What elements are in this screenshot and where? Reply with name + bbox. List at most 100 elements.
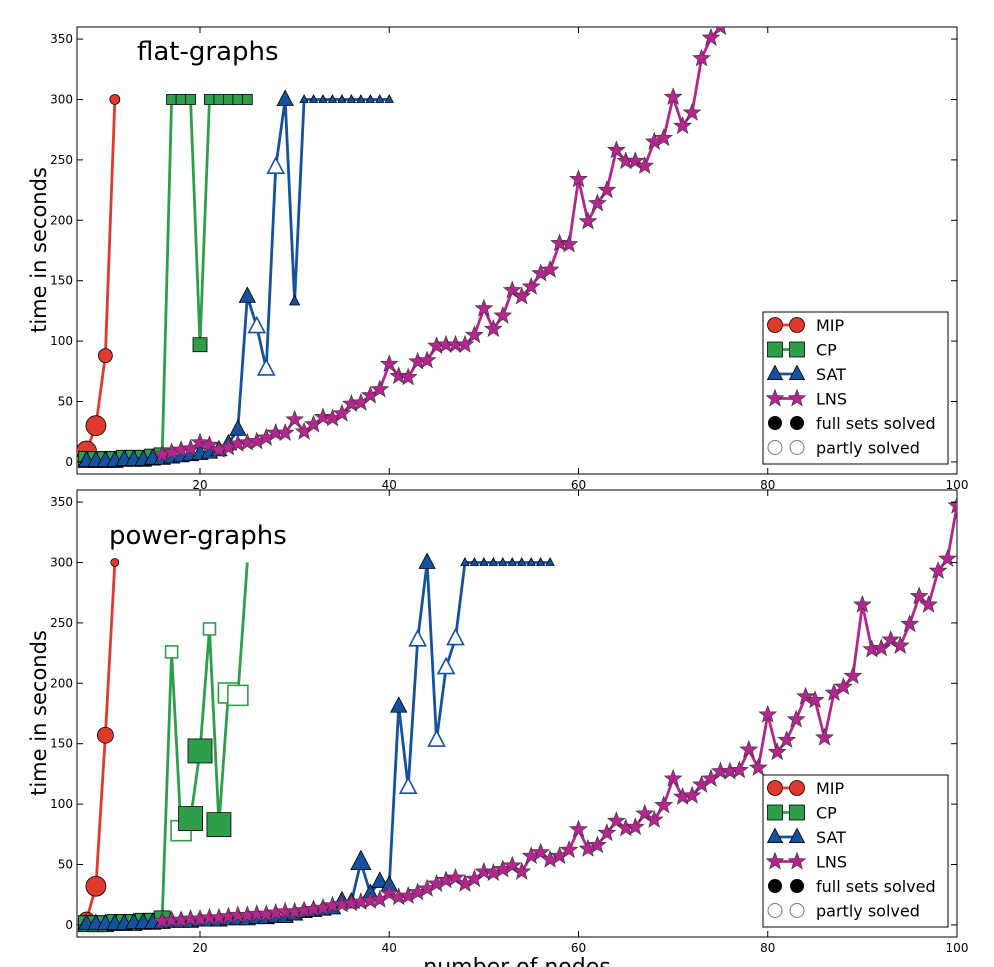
legend-item-cp: CP [767,804,837,823]
data-point-sat [346,94,357,103]
legend-label: full sets solved [816,877,936,896]
data-point-lns [815,727,834,746]
y-tick-label: 100 [50,797,73,811]
data-point-sat [398,776,418,794]
data-point-lns [853,594,872,613]
legend-marker [788,827,806,844]
data-point-lns [919,594,938,613]
x-tick-label: 60 [571,478,586,492]
x-tick-label: 20 [192,941,207,955]
data-point-lns [502,280,522,299]
data-point-lns [654,128,674,147]
legend-item-partial: partly solved [767,902,920,921]
data-point-lns [540,259,560,278]
data-point-lns [748,758,768,776]
legend: MIP CP SAT LNS full sets solved partly solved [762,774,949,928]
data-point-lns [521,276,541,295]
x-axis-label: number of nodes [423,955,610,967]
legend-label: CP [816,341,837,360]
legend-label: SAT [816,828,846,847]
data-point-lns [379,883,399,902]
data-point-lns [559,234,579,253]
data-point-sat [545,557,555,566]
data-point-lns [625,151,645,170]
data-point-lns [834,677,853,695]
data-point-lns [455,334,475,353]
legend-marker [788,364,806,381]
ticks-layer: 20 40 60 80 100 0 50 100 150 200 250 300 350 [50,27,968,492]
data-point-lns [663,87,683,106]
x-tick-label: 100 [946,478,969,492]
legend-marker [790,416,804,430]
flat-graphs-panel: 20 40 60 80 100 0 50 100 150 200 250 300 350 flat-gr… [27,26,968,492]
y-tick-label: 100 [50,334,73,348]
data-point-sat [375,94,385,103]
legend-marker [767,341,783,358]
data-point-sat [256,357,276,376]
legend-marker [766,364,784,381]
legend-item-sat: SAT [766,364,846,384]
data-point-lns [654,795,674,814]
data-point-lns [900,614,920,633]
data-point-lns [597,180,617,199]
legend-item-full: full sets solved [768,877,936,896]
legend-label: LNS [816,853,847,872]
data-point-lns [512,286,532,305]
data-point-lns [682,102,702,121]
data-point-lns [275,423,295,441]
legend-label: MIP [816,779,845,798]
data-point-lns [597,823,617,842]
data-point-lns [805,690,825,709]
legend-box [762,774,949,928]
data-point-sat [266,156,286,174]
data-point-sat [350,849,372,870]
data-point-sat [517,557,527,566]
data-point-cp [232,94,244,105]
data-point-lns [606,811,626,829]
data-point-sat [408,628,427,647]
data-point-sat [390,696,408,713]
legend: MIP CP SAT LNS full sets solved partly solved [762,311,949,465]
data-point-sat [479,557,489,566]
data-point-sat [460,557,470,566]
x-tick-label: 60 [571,941,586,955]
data-point-sat [238,286,256,303]
legend-item-lns: LNS [765,851,847,872]
data-point-lns [332,403,352,422]
data-point-cp [241,94,253,105]
data-point-sat [356,94,366,103]
legend-label: full sets solved [816,414,936,433]
y-tick-label: 300 [50,92,73,106]
data-point-lns [663,768,683,787]
x-tick-label: 80 [760,478,775,492]
legend-label: partly solved [816,902,920,921]
data-point-lns [673,116,692,135]
data-point-lns [947,495,957,514]
data-point-cp [175,94,187,105]
data-point-sat [247,315,267,334]
data-point-lns [370,379,390,398]
series-layer [77,27,727,468]
data-point-lns [578,211,598,230]
legend-marker [766,827,784,844]
data-point-lns [625,817,645,836]
data-point-lns [588,193,607,212]
data-point-cp [213,94,225,105]
legend-marker [789,317,805,333]
data-point-lns [644,809,664,828]
data-point-lns [190,432,210,451]
y-tick-label: 200 [50,676,73,690]
data-point-lns [928,561,948,579]
x-tick-label: 40 [382,478,397,492]
data-point-lns [285,409,305,428]
data-point-sat [507,557,517,566]
data-point-sat [488,557,499,566]
y-tick-label: 250 [50,153,73,167]
data-point-lns [729,760,749,779]
data-point-lns [446,867,465,886]
data-point-cp [222,94,234,105]
legend-label: partly solved [816,439,920,458]
y-tick-label: 0 [65,455,73,469]
data-point-lns [588,835,607,854]
legend-marker [787,388,807,407]
